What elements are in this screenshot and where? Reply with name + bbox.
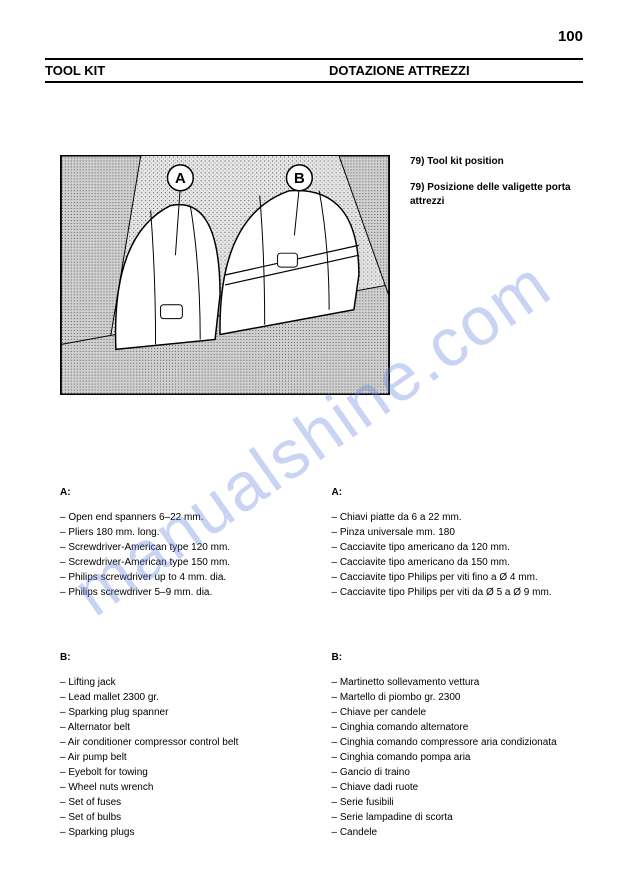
header-title-left: TOOL KIT (45, 63, 299, 78)
list-item: – Serie fusibili (332, 795, 584, 810)
list-item: – Open end spanners 6–22 mm. (60, 510, 312, 525)
list-item: – Set of bulbs (60, 810, 312, 825)
list-item: – Chiavi piatte da 6 a 22 mm. (332, 510, 584, 525)
section-a-list-en: – Open end spanners 6–22 mm.– Pliers 180… (60, 510, 312, 600)
list-item: – Pliers 180 mm. long. (60, 525, 312, 540)
list-item: – Cacciavite tipo americano da 120 mm. (332, 540, 584, 555)
list-item: – Philips screwdriver up to 4 mm. dia. (60, 570, 312, 585)
list-item: – Candele (332, 825, 584, 840)
section-b-list-en: – Lifting jack– Lead mallet 2300 gr.– Sp… (60, 675, 312, 840)
section-b-label-en: B: (60, 650, 312, 665)
list-item: – Lifting jack (60, 675, 312, 690)
list-item: – Sparking plugs (60, 825, 312, 840)
header-title-right: DOTAZIONE ATTREZZI (299, 63, 583, 78)
caption-it-num: 79) (410, 182, 424, 193)
list-item: – Cacciavite tipo Philips per viti da Ø … (332, 585, 584, 600)
svg-text:B: B (294, 171, 305, 187)
content-columns: A: – Open end spanners 6–22 mm.– Pliers … (60, 485, 583, 840)
column-italian: A: – Chiavi piatte da 6 a 22 mm.– Pinza … (312, 485, 584, 840)
list-item: – Martinetto sollevamento vettura (332, 675, 584, 690)
section-a-label-en: A: (60, 485, 312, 500)
list-item: – Cacciavite tipo Philips per viti fino … (332, 570, 584, 585)
list-item: – Martello di piombo gr. 2300 (332, 690, 584, 705)
section-b-list-it: – Martinetto sollevamento vettura– Marte… (332, 675, 584, 840)
list-item: – Pinza universale mm. 180 (332, 525, 584, 540)
list-item: – Gancio di traino (332, 765, 584, 780)
list-item: – Air conditioner compressor control bel… (60, 735, 312, 750)
list-item: – Alternator belt (60, 720, 312, 735)
toolkit-illustration: A B (61, 156, 389, 394)
list-item: – Lead mallet 2300 gr. (60, 690, 312, 705)
list-item: – Cinghia comando pompa aria (332, 750, 584, 765)
caption-en-num: 79) (410, 156, 424, 167)
caption-en: 79) Tool kit position (410, 155, 583, 169)
list-item: – Set of fuses (60, 795, 312, 810)
column-english: A: – Open end spanners 6–22 mm.– Pliers … (60, 485, 312, 840)
caption-en-text: Tool kit position (427, 156, 503, 167)
list-item: – Screwdriver-American type 150 mm. (60, 555, 312, 570)
list-item: – Chiave dadi ruote (332, 780, 584, 795)
section-b-label-it: B: (332, 650, 584, 665)
caption-it-text: Posizione delle valigette porta attrezzi (410, 182, 571, 207)
toolkit-figure: A B (60, 155, 390, 395)
list-item: – Eyebolt for towing (60, 765, 312, 780)
page-header: TOOL KIT DOTAZIONE ATTREZZI (45, 58, 583, 83)
figure-captions: 79) Tool kit position 79) Posizione dell… (410, 155, 583, 221)
list-item: – Cinghia comando compressore aria condi… (332, 735, 584, 750)
list-item: – Philips screwdriver 5–9 mm. dia. (60, 585, 312, 600)
section-a-label-it: A: (332, 485, 584, 500)
list-item: – Chiave per candele (332, 705, 584, 720)
list-item: – Sparking plug spanner (60, 705, 312, 720)
list-item: – Cacciavite tipo americano da 150 mm. (332, 555, 584, 570)
list-item: – Wheel nuts wrench (60, 780, 312, 795)
section-a-list-it: – Chiavi piatte da 6 a 22 mm.– Pinza uni… (332, 510, 584, 600)
list-item: – Serie lampadine di scorta (332, 810, 584, 825)
list-item: – Screwdriver-American type 120 mm. (60, 540, 312, 555)
list-item: – Cinghia comando alternatore (332, 720, 584, 735)
list-item: – Air pump belt (60, 750, 312, 765)
caption-it: 79) Posizione delle valigette porta attr… (410, 181, 583, 209)
svg-text:A: A (175, 171, 186, 187)
page-number: 100 (558, 28, 583, 45)
